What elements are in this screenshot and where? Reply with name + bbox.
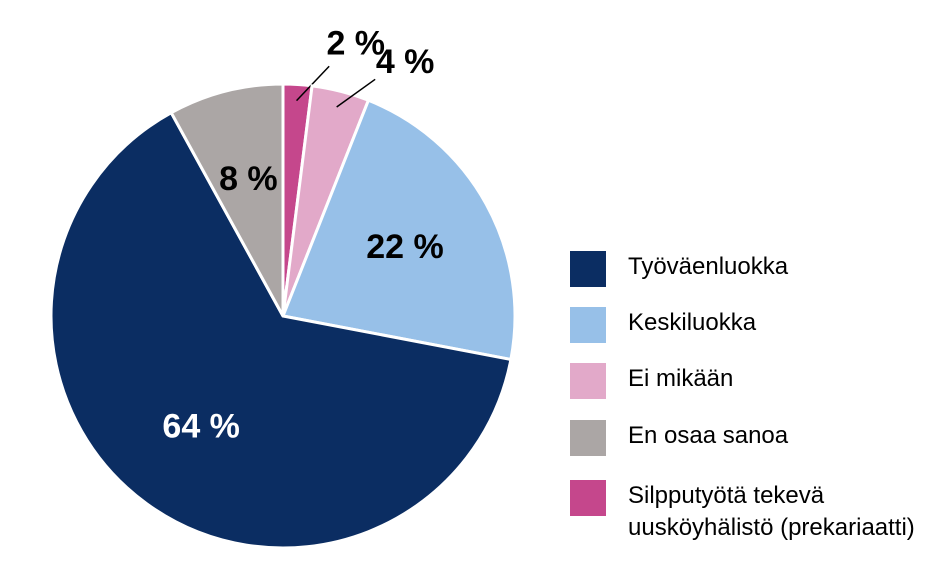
pie-slice xyxy=(169,82,285,317)
legend-swatch xyxy=(570,480,606,516)
legend-item: Ei mikään xyxy=(570,363,947,399)
data-label: 2 % xyxy=(326,25,385,63)
legend-swatch xyxy=(570,420,606,456)
legend-swatch xyxy=(570,307,606,343)
pie-slice xyxy=(49,110,513,550)
legend-item: Silpputyötä tekevä uusköyhälistö (prekar… xyxy=(570,480,947,544)
legend-swatch xyxy=(570,251,606,287)
legend-item: Työväenluokka xyxy=(570,251,947,287)
legend-swatch xyxy=(570,363,606,399)
legend-label: Ei mikään xyxy=(628,365,734,392)
data-label: 22 % xyxy=(366,228,444,266)
data-label: 4 % xyxy=(376,43,435,81)
legend-label: Työväenluokka xyxy=(628,253,789,280)
legend-label: Silpputyötä tekevä uusköyhälistö (prekar… xyxy=(628,482,915,541)
data-label: 8 % xyxy=(219,160,278,198)
legend-label: Keskiluokka xyxy=(628,309,757,336)
leader-line xyxy=(336,78,376,108)
data-label: 64 % xyxy=(162,408,240,446)
legend-item: En osaa sanoa xyxy=(570,420,947,456)
pie-slice xyxy=(280,98,517,362)
legend-label: En osaa sanoa xyxy=(628,422,789,449)
leader-line xyxy=(296,65,330,102)
legend-item: Keskiluokka xyxy=(570,307,947,343)
